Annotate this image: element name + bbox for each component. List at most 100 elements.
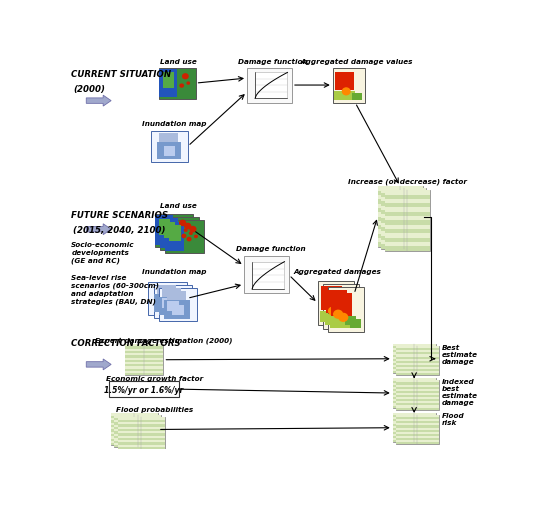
- Circle shape: [176, 231, 181, 236]
- Bar: [393, 344, 436, 374]
- Bar: [393, 426, 436, 428]
- Bar: [118, 422, 165, 424]
- Bar: [378, 213, 422, 217]
- Bar: [396, 391, 439, 393]
- Bar: [162, 288, 181, 297]
- Bar: [381, 202, 426, 206]
- Bar: [396, 357, 439, 359]
- Bar: [111, 439, 158, 441]
- Bar: [114, 423, 161, 425]
- Bar: [125, 356, 164, 358]
- Bar: [345, 317, 356, 325]
- Bar: [396, 406, 439, 408]
- Bar: [393, 395, 436, 397]
- Bar: [381, 189, 426, 249]
- Bar: [378, 200, 422, 204]
- Bar: [393, 383, 436, 385]
- Bar: [378, 187, 422, 247]
- Bar: [159, 297, 184, 316]
- Bar: [393, 357, 436, 359]
- Bar: [393, 436, 436, 438]
- Bar: [164, 147, 175, 156]
- Bar: [118, 420, 165, 422]
- Circle shape: [189, 226, 196, 233]
- Bar: [159, 134, 178, 143]
- Circle shape: [194, 235, 198, 239]
- Bar: [396, 367, 439, 369]
- Text: CURRENT SITUATION: CURRENT SITUATION: [71, 70, 171, 79]
- Bar: [148, 282, 187, 315]
- Bar: [396, 442, 439, 444]
- Bar: [384, 238, 430, 242]
- Bar: [393, 370, 436, 372]
- Bar: [384, 234, 430, 238]
- Bar: [331, 293, 352, 316]
- Bar: [393, 440, 436, 442]
- Bar: [396, 385, 439, 387]
- Bar: [247, 68, 292, 104]
- Bar: [125, 354, 164, 356]
- Text: Expert damage estimation (2000): Expert damage estimation (2000): [95, 337, 232, 344]
- Text: Flood probabilities: Flood probabilities: [116, 407, 194, 413]
- Bar: [384, 242, 430, 247]
- Text: Best
estimate
damage: Best estimate damage: [442, 344, 478, 365]
- Bar: [396, 422, 439, 424]
- Bar: [396, 346, 439, 376]
- FancyBboxPatch shape: [109, 381, 179, 397]
- Bar: [111, 425, 158, 427]
- Bar: [164, 222, 175, 239]
- Bar: [393, 434, 436, 436]
- Bar: [330, 318, 353, 328]
- Bar: [154, 285, 192, 319]
- Bar: [111, 414, 158, 416]
- Bar: [125, 358, 164, 360]
- Text: Damage function: Damage function: [236, 245, 305, 251]
- Bar: [396, 432, 439, 434]
- Bar: [393, 430, 436, 432]
- Bar: [393, 418, 436, 420]
- Bar: [393, 391, 436, 393]
- Bar: [118, 433, 165, 436]
- Text: Inundation map: Inundation map: [142, 268, 206, 274]
- Bar: [114, 432, 161, 434]
- Bar: [378, 221, 422, 226]
- FancyArrow shape: [86, 96, 111, 107]
- Text: Economic growth factor: Economic growth factor: [106, 375, 204, 381]
- Circle shape: [338, 313, 348, 322]
- Bar: [152, 131, 188, 163]
- Bar: [393, 416, 436, 418]
- Bar: [396, 436, 439, 438]
- Bar: [393, 353, 436, 355]
- Bar: [393, 413, 436, 416]
- Bar: [393, 348, 436, 350]
- Text: 1.5%/yr or 1.6%/yr: 1.5%/yr or 1.6%/yr: [105, 385, 184, 394]
- Bar: [114, 434, 161, 436]
- Bar: [384, 213, 430, 217]
- Circle shape: [186, 82, 190, 86]
- Bar: [244, 257, 289, 294]
- Bar: [154, 294, 179, 313]
- Bar: [167, 291, 186, 300]
- Bar: [163, 73, 174, 88]
- Bar: [114, 416, 161, 447]
- Bar: [118, 431, 165, 433]
- Bar: [384, 230, 430, 234]
- Bar: [393, 420, 436, 422]
- Bar: [381, 240, 426, 245]
- Bar: [172, 305, 184, 315]
- Bar: [378, 195, 422, 200]
- Text: Indexed
best
estimate
damage: Indexed best estimate damage: [442, 378, 478, 405]
- Bar: [125, 344, 164, 346]
- Bar: [111, 436, 158, 439]
- Bar: [155, 216, 173, 245]
- Bar: [378, 209, 422, 213]
- Bar: [321, 287, 342, 310]
- Text: Damage function: Damage function: [238, 59, 307, 65]
- Bar: [114, 443, 161, 445]
- Bar: [393, 359, 436, 361]
- Bar: [396, 359, 439, 361]
- Bar: [335, 73, 354, 91]
- Bar: [114, 427, 161, 429]
- Bar: [378, 191, 422, 195]
- Bar: [393, 397, 436, 399]
